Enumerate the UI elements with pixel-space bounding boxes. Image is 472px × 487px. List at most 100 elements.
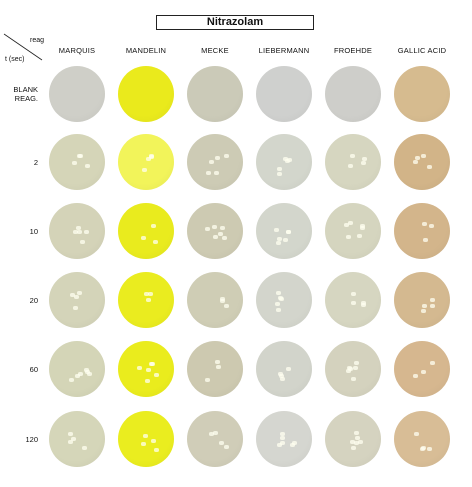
crystal-speck (79, 240, 85, 245)
crystal-speck (137, 366, 143, 371)
crystal-speck (274, 302, 280, 306)
crystal-speck (153, 447, 159, 452)
reaction-well (118, 341, 174, 397)
row-label: 120 (2, 435, 38, 444)
crystal-speck (277, 167, 283, 172)
crystal-speck (72, 305, 78, 310)
crystal-speck (356, 234, 362, 239)
crystal-speck (69, 293, 75, 298)
crystal-speck (427, 447, 433, 452)
crystal-speck (275, 240, 281, 245)
crystal-speck (71, 436, 77, 441)
crystal-speck (208, 160, 214, 165)
crystal-speck (275, 291, 281, 296)
crystal-speck (71, 160, 77, 165)
crystal-speck (359, 224, 365, 229)
reaction-well (325, 134, 381, 190)
crystal-speck (427, 165, 433, 170)
reaction-well (325, 341, 381, 397)
crystal-speck (280, 432, 286, 437)
crystal-speck (421, 309, 427, 314)
crystal-speck (276, 236, 282, 241)
row-label-line1: 120 (25, 435, 38, 444)
crystal-speck (150, 223, 156, 228)
reaction-well (325, 411, 381, 467)
reaction-well (118, 66, 174, 122)
reaction-well (256, 66, 312, 122)
crystal-speck (74, 374, 80, 378)
crystal-speck (144, 292, 150, 297)
crystal-speck (292, 441, 298, 446)
crystal-speck (145, 378, 151, 383)
crystal-speck (73, 229, 79, 234)
column-header-mecke: MECKE (201, 46, 229, 55)
crystal-speck (349, 440, 355, 445)
crystal-speck (277, 296, 283, 301)
crystal-speck (212, 225, 218, 230)
crystal-speck (421, 304, 427, 309)
reaction-well (118, 411, 174, 467)
reaction-well (118, 272, 174, 328)
crystal-speck (205, 227, 211, 232)
crystal-speck (213, 171, 219, 176)
crystal-speck (413, 431, 419, 436)
crystal-speck (278, 373, 284, 378)
crystal-speck (350, 445, 356, 450)
crystal-speck (348, 221, 354, 226)
crystal-speck (412, 160, 418, 165)
reaction-well (49, 66, 105, 122)
crystal-speck (141, 236, 147, 241)
crystal-speck (279, 436, 285, 441)
crystal-speck (430, 303, 436, 308)
crystal-speck (142, 433, 148, 438)
column-header-mandelin: MANDELIN (125, 46, 167, 55)
crystal-speck (429, 298, 435, 303)
crystal-speck (84, 163, 90, 168)
crystal-speck (351, 292, 357, 297)
crystal-speck (222, 235, 228, 240)
reaction-well (256, 411, 312, 467)
crystal-speck (277, 171, 283, 176)
crystal-speck (220, 299, 226, 304)
crystal-speck (214, 155, 220, 160)
row-label-line1: 10 (29, 227, 38, 236)
reaction-well (187, 411, 243, 467)
crystal-speck (283, 238, 289, 243)
row-label-line1: BLANK (13, 85, 38, 94)
crystal-speck (149, 155, 155, 160)
crystal-speck (357, 439, 363, 444)
crystal-speck (350, 300, 356, 305)
crystal-speck (285, 230, 291, 235)
crystal-speck (149, 362, 155, 367)
reaction-well (187, 341, 243, 397)
crystal-speck (78, 372, 84, 377)
reaction-well (187, 203, 243, 259)
row-label-line1: 60 (29, 365, 38, 374)
crystal-speck (83, 230, 89, 234)
crystal-speck (351, 376, 357, 381)
crystal-speck (219, 440, 225, 445)
crystal-speck (413, 373, 419, 378)
crystal-speck (209, 431, 215, 436)
crystal-speck (414, 156, 420, 161)
corner-divider-line (3, 33, 43, 61)
row-label: 2 (2, 158, 38, 167)
crystal-speck (354, 431, 360, 436)
crystal-speck (205, 378, 211, 383)
column-header-liebermann: LIEBERMANN (258, 46, 310, 55)
crystal-speck (275, 307, 281, 312)
crystal-speck (145, 298, 151, 303)
crystal-speck (81, 446, 87, 451)
crystal-speck (68, 378, 74, 383)
crystal-speck (219, 226, 225, 231)
crystal-speck (219, 296, 225, 301)
crystal-speck (83, 367, 89, 372)
crystal-speck (223, 445, 229, 450)
reaction-well (49, 134, 105, 190)
row-label: 60 (2, 365, 38, 374)
drug-title: Nitrazolam (156, 15, 314, 30)
row-label: 20 (2, 296, 38, 305)
crystal-speck (361, 156, 367, 161)
crystal-speck (223, 304, 229, 309)
crystal-speck (428, 223, 434, 228)
